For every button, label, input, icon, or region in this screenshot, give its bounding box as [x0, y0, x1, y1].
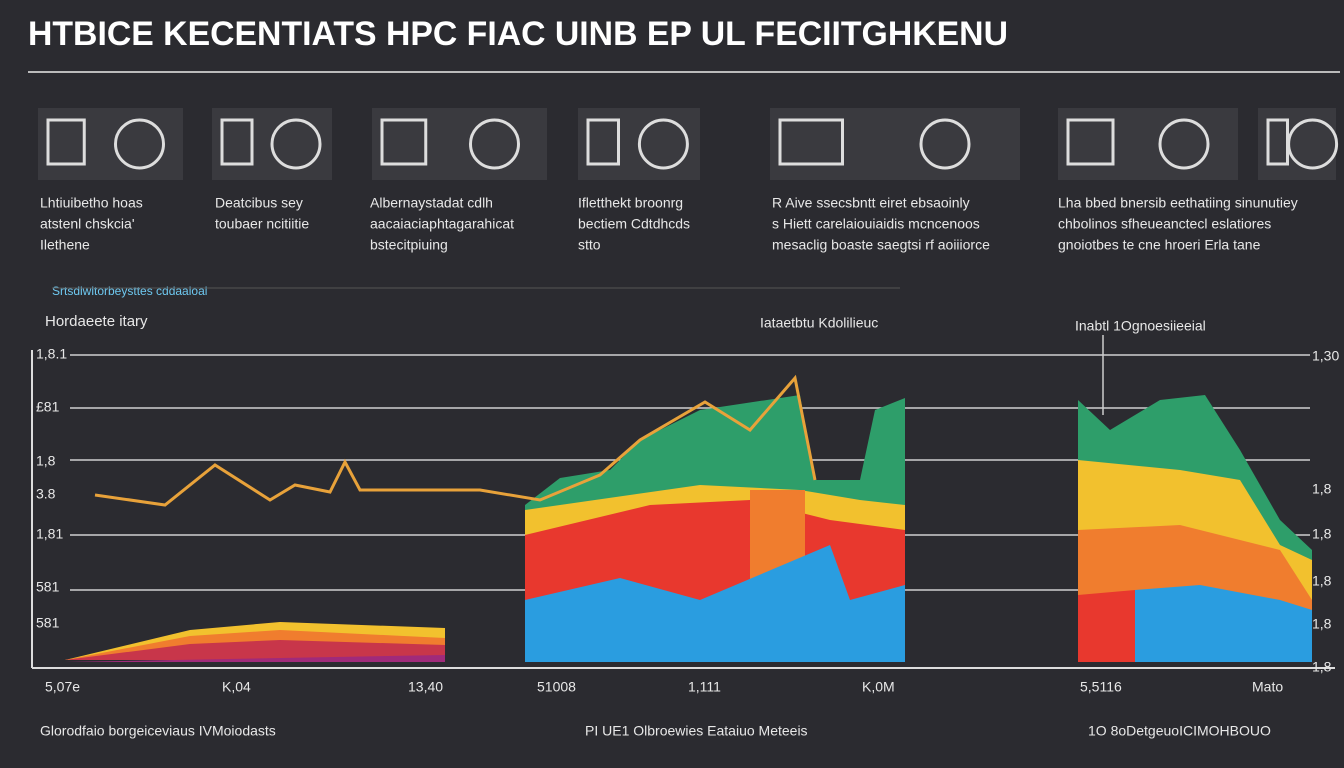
area: [1078, 590, 1135, 662]
y-label: 3.8: [36, 486, 56, 502]
area: [1135, 585, 1312, 662]
panel-text: toubaer ncitiitie: [215, 216, 309, 232]
y-label: 1,8: [36, 453, 56, 469]
panel-text: Lha bbed bnersib eethatiing sinunutiey: [1058, 195, 1298, 211]
x-label: K,04: [222, 679, 251, 695]
y-label: 1,30: [1312, 348, 1339, 364]
y-label: 1,8: [1312, 481, 1332, 497]
x-label: 1,111: [688, 679, 721, 695]
icon: [778, 118, 844, 166]
area: [525, 545, 905, 662]
x-label: 5,5116: [1080, 679, 1122, 695]
panel-text: chbolinos sfheueanctecl eslatiores: [1058, 216, 1271, 232]
line: [94, 374, 817, 507]
panel-text: gnoiotbes te cne hroeri Erla tane: [1058, 237, 1261, 253]
y-label: 1,8.1: [36, 346, 67, 362]
y-label: £81: [36, 399, 60, 415]
panel-text: Albernaystadat cdlh: [370, 195, 493, 211]
icon: [270, 118, 322, 170]
icon: [220, 118, 254, 166]
x-label: 13,40: [408, 679, 443, 695]
y-label: 1,81: [36, 526, 63, 542]
x-label: 5,07e: [45, 679, 80, 695]
panel-text: s Hiett carelaiouiaidis mcncenoos: [772, 216, 980, 232]
icon: [1266, 118, 1289, 166]
panel-text: Deatcibus sey: [215, 195, 303, 211]
footer-text: Glorodfaio borgeiceviaus IVMoiodasts: [40, 723, 276, 739]
x-label: 51008: [537, 679, 576, 695]
panel-text: bectiem Cdtdhcds: [578, 216, 690, 232]
panel-text: mesaclig boaste saegtsi rf aoiiiorce: [772, 237, 990, 253]
icon: [586, 118, 620, 166]
panel-text: aacaiaciaphtagarahicat: [370, 216, 514, 232]
y-label: 581: [36, 615, 60, 631]
x-label: Mato: [1252, 679, 1283, 695]
icon: [469, 118, 520, 170]
area: [65, 655, 445, 662]
footer-text: 1O 8oDetgeuoICIMOHBOUO: [1088, 723, 1271, 739]
subheading: Srtsdiwitorbeysttes cddaaioal: [52, 284, 207, 298]
icon: [637, 118, 689, 170]
chart-label: Hordaeete itary: [45, 313, 148, 330]
icon: [114, 118, 165, 170]
footer-text: PI UE1 Olbroewies Eataiuo Meteeis: [585, 723, 808, 739]
y-label: 1,8: [1312, 573, 1332, 589]
chart-label: Iataetbtu Kdolilieuc: [760, 315, 878, 331]
icon: [46, 118, 86, 166]
icon: [1066, 118, 1115, 166]
panel-text: atstenl chskcia': [40, 216, 135, 232]
icon: [380, 118, 428, 166]
icon: [1158, 118, 1210, 170]
panel-text: Lhtiuibetho hoas: [40, 195, 143, 211]
y-label: 1,8: [1312, 526, 1332, 542]
y-label: 581: [36, 579, 60, 595]
title: HTBICE KECENTIATS HPC FIAC UINB EP UL FE…: [28, 15, 1008, 53]
panel-text: Ifletthekt broonrg: [578, 195, 683, 211]
y-label: 1,8: [1312, 616, 1332, 632]
area: [65, 640, 445, 660]
y-label: 1,8: [1312, 659, 1332, 675]
panel-text: Ilethene: [40, 237, 90, 253]
panel-text: stto: [578, 237, 601, 253]
x-label: K,0M: [862, 679, 895, 695]
icon: [919, 118, 971, 170]
panel-text: R Aive ssecsbntt eiret ebsaoinly: [772, 195, 970, 211]
chart-label: Inabtl 1Ognoesiieeial: [1075, 318, 1206, 334]
panel-text: bstecitpiuing: [370, 237, 448, 253]
